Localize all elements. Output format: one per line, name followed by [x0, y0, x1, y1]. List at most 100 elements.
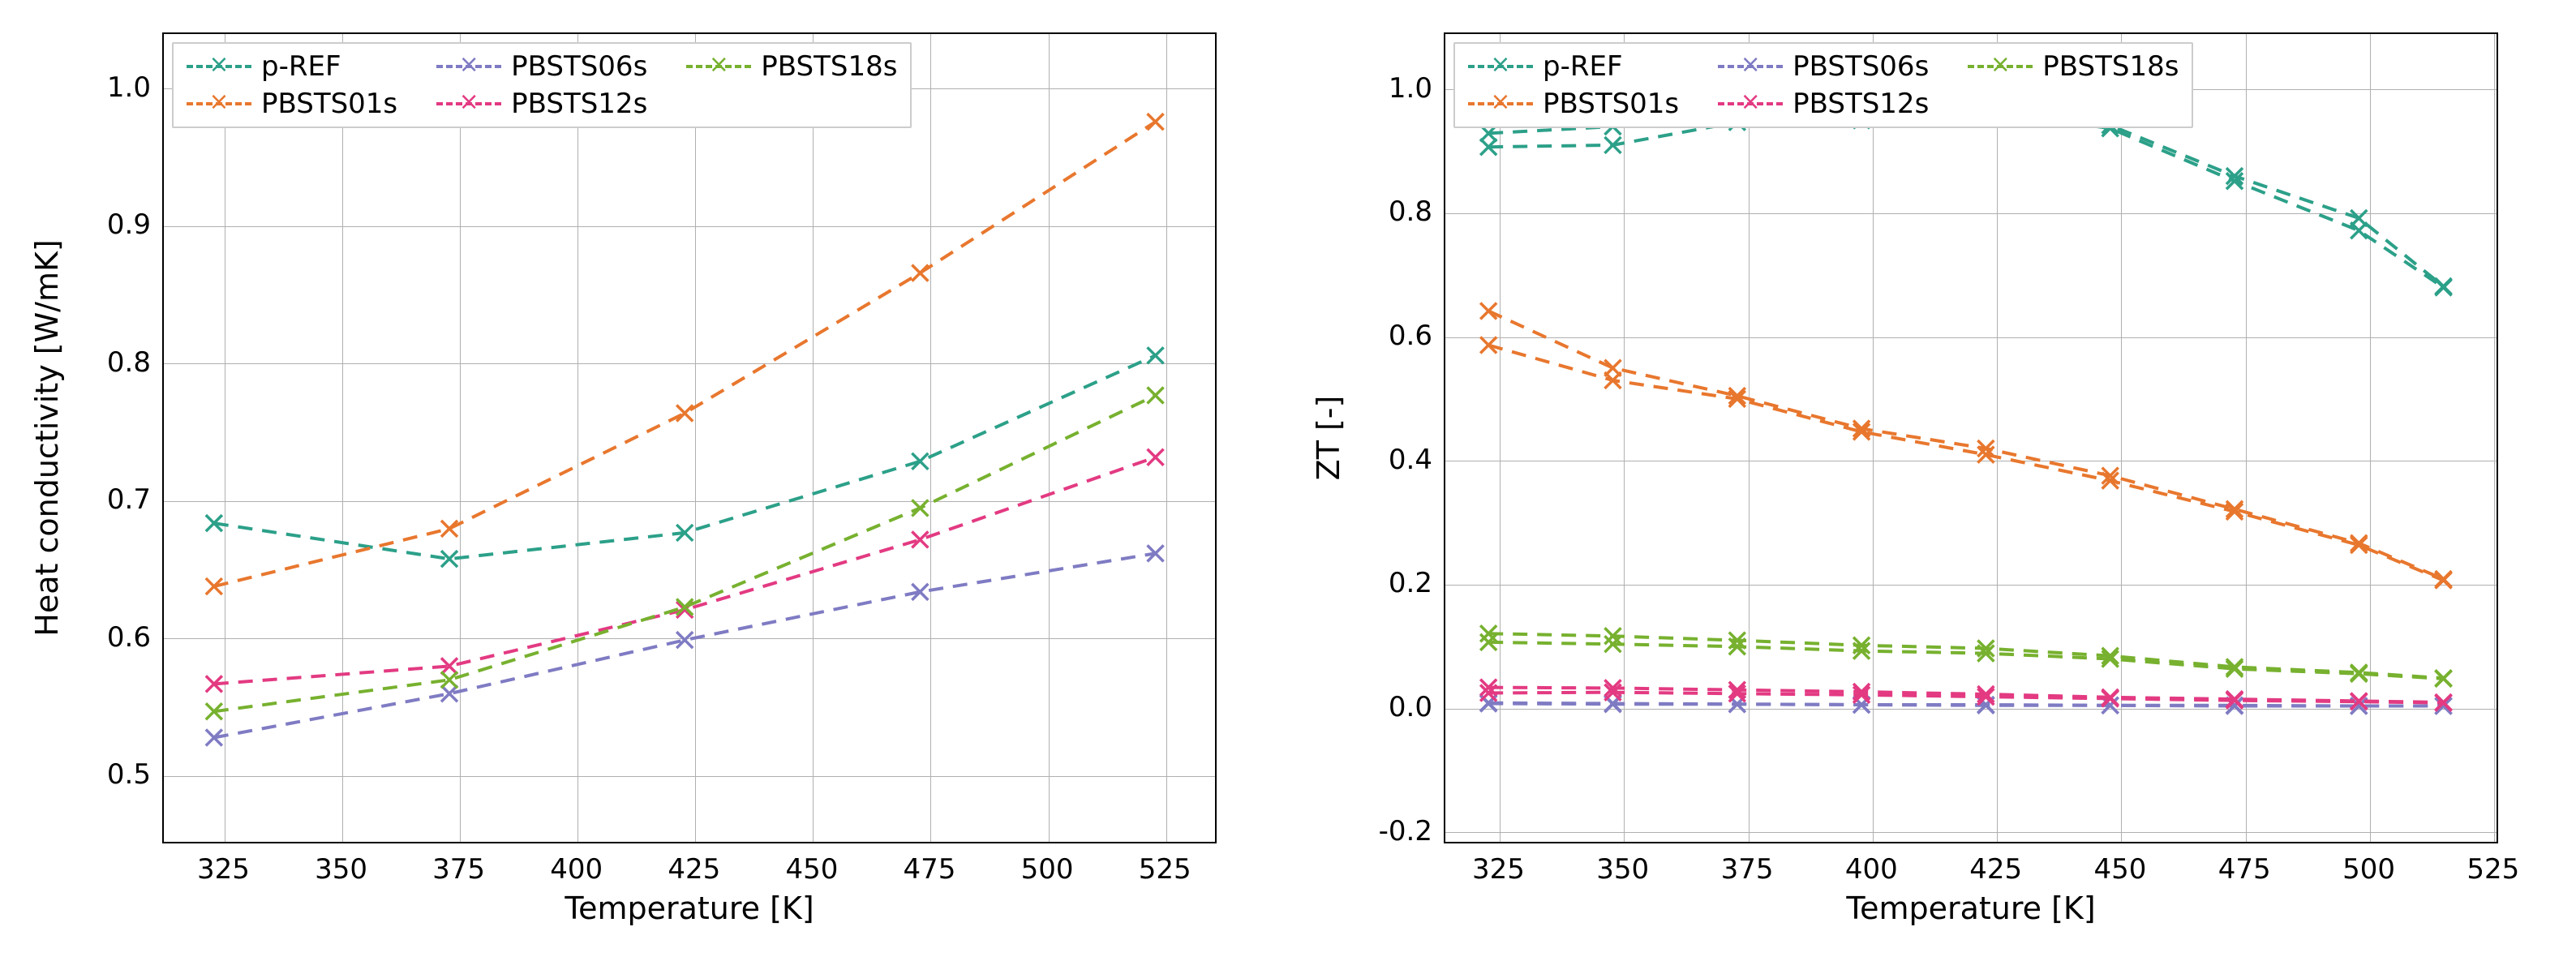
- legend-label: PBSTS12s: [1792, 88, 1929, 120]
- xtick-label: 325: [1472, 853, 1525, 886]
- xtick-label: 350: [1596, 853, 1649, 886]
- series-marker: [1148, 387, 1164, 403]
- ytick-label: 0.7: [107, 483, 151, 516]
- x-marker-icon: ×: [1990, 53, 2011, 77]
- series-marker: [676, 405, 693, 421]
- x-marker-icon: ×: [1490, 53, 1510, 77]
- legend-swatch: ×: [436, 92, 501, 115]
- xtick-label: 500: [2342, 853, 2395, 886]
- x-marker-icon: ×: [1741, 90, 1761, 114]
- series-marker: [1148, 114, 1164, 130]
- xtick-label: 350: [315, 853, 367, 886]
- ytick-label: 0.0: [1389, 691, 1432, 723]
- legend-label: p-REF: [261, 50, 341, 83]
- series-marker: [676, 599, 693, 615]
- series-line: [1488, 693, 2443, 703]
- series-line: [1488, 105, 2443, 286]
- xtick-label: 325: [197, 853, 250, 886]
- ytick-label: 1.0: [1389, 72, 1432, 105]
- x-marker-icon: ×: [709, 53, 729, 77]
- series-line: [214, 122, 1156, 586]
- legend-item: × PBSTS01s: [187, 88, 397, 120]
- series-marker: [1148, 449, 1164, 466]
- ytick-label: 0.8: [107, 346, 151, 379]
- x-marker-icon: ×: [1741, 53, 1761, 77]
- legend-item: × PBSTS12s: [436, 88, 647, 120]
- legend-item: × PBSTS18s: [1968, 50, 2179, 83]
- series-marker: [1148, 347, 1164, 363]
- series-line: [214, 457, 1156, 684]
- legend-item: × PBSTS06s: [1718, 50, 1929, 83]
- xtick-label: 425: [1969, 853, 2022, 886]
- series-marker: [441, 521, 457, 537]
- legend-item: × PBSTS18s: [686, 50, 897, 83]
- ytick-label: 0.8: [1389, 195, 1432, 228]
- series-line: [1488, 642, 2443, 679]
- x-marker-icon: ×: [1490, 90, 1510, 114]
- legend-swatch: ×: [1468, 55, 1533, 78]
- ytick-label: 1.0: [107, 71, 151, 104]
- legend-item: × p-REF: [1468, 50, 1679, 83]
- series-line: [214, 355, 1156, 559]
- xtick-label: 400: [550, 853, 603, 886]
- legend-item: × p-REF: [187, 50, 397, 83]
- legend-swatch: ×: [1468, 92, 1533, 115]
- series-line: [1488, 345, 2443, 581]
- xtick-label: 500: [1021, 853, 1074, 886]
- legend-label: PBSTS01s: [261, 88, 397, 120]
- series-marker: [2436, 280, 2452, 296]
- right-chart-legend: × p-REF × PBSTS01s × PBSTS06s × PBSTS12s × PBSTS1…: [1453, 42, 2193, 128]
- xtick-label: 475: [904, 853, 956, 886]
- figure: Heat conductivity [W/mK] Temperature [K]…: [0, 0, 2576, 974]
- ytick-label: 0.2: [1389, 567, 1432, 599]
- x-marker-icon: ×: [459, 53, 479, 77]
- legend-label: PBSTS06s: [511, 50, 647, 83]
- legend-item: × PBSTS12s: [1718, 88, 1929, 120]
- legend-label: PBSTS18s: [2042, 50, 2179, 83]
- legend-swatch: ×: [187, 92, 251, 115]
- series-marker: [2351, 222, 2367, 238]
- legend-label: PBSTS18s: [761, 50, 897, 83]
- series-marker: [912, 265, 928, 281]
- xtick-label: 525: [2467, 853, 2519, 886]
- series-marker: [912, 500, 928, 516]
- legend-label: PBSTS12s: [511, 88, 647, 120]
- series-marker: [1480, 303, 1496, 320]
- xtick-label: 375: [1721, 853, 1774, 886]
- right-chart-xlabel: Temperature [K]: [1846, 890, 2095, 926]
- series-marker: [912, 453, 928, 470]
- legend-item: × PBSTS01s: [1468, 88, 1679, 120]
- x-marker-icon: ×: [208, 53, 229, 77]
- x-marker-icon: ×: [459, 90, 479, 114]
- ytick-label: 0.6: [1389, 320, 1432, 352]
- ytick-label: 0.6: [107, 621, 151, 654]
- legend-label: PBSTS06s: [1792, 50, 1929, 83]
- series-line: [214, 553, 1156, 737]
- legend-swatch: ×: [436, 55, 501, 78]
- left-chart-plot: [162, 32, 1217, 843]
- legend-swatch: ×: [1968, 55, 2033, 78]
- ytick-label: 0.4: [1389, 444, 1432, 476]
- series-line: [214, 396, 1156, 712]
- xtick-label: 450: [2094, 853, 2147, 886]
- xtick-label: 525: [1139, 853, 1191, 886]
- series-line: [1488, 704, 2443, 706]
- xtick-label: 425: [668, 853, 720, 886]
- legend-swatch: ×: [686, 55, 751, 78]
- left-chart-legend: × p-REF × PBSTS01s × PBSTS06s × PBSTS12s × PBSTS1…: [172, 42, 912, 128]
- xtick-label: 400: [1845, 853, 1898, 886]
- legend-swatch: ×: [1718, 55, 1783, 78]
- xtick-label: 475: [2218, 853, 2271, 886]
- xtick-label: 450: [785, 853, 838, 886]
- legend-label: p-REF: [1543, 50, 1623, 83]
- legend-swatch: ×: [187, 55, 251, 78]
- left-chart-xlabel: Temperature [K]: [565, 890, 814, 926]
- ytick-label: 0.9: [107, 208, 151, 241]
- legend-label: PBSTS01s: [1543, 88, 1679, 120]
- ytick-label: -0.2: [1379, 815, 1432, 847]
- right-chart-plot: [1444, 32, 2498, 843]
- right-chart-ylabel: ZT [-]: [1311, 396, 1346, 481]
- series-marker: [2436, 573, 2452, 589]
- x-marker-icon: ×: [208, 90, 229, 114]
- series-line: [1488, 311, 2443, 580]
